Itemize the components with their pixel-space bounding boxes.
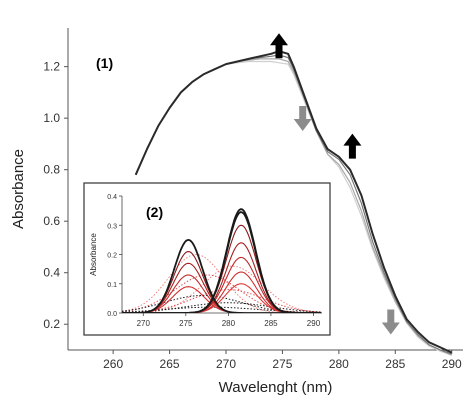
main-plot: 260 265 270 275 280 285 290 0.2 0.4 0.6 0.8 1.0 1.2 W…	[10, 28, 463, 396]
inset-x-tick-label: 275	[179, 319, 193, 328]
main-y-tick-label: 0.8	[43, 163, 60, 177]
inset-dotted-curve	[122, 274, 322, 313]
main-x-tick-label: 260	[103, 357, 123, 371]
main-x-tick-label: 270	[216, 357, 236, 371]
inset-x-tick-label: 270	[137, 319, 151, 328]
inset-y-tick-label: 0.1	[107, 282, 117, 289]
main-x-axis-title: Wavelenght (nm)	[219, 379, 333, 396]
arrow-up-icon	[343, 133, 362, 159]
inset-x-tick-label: 285	[264, 319, 278, 328]
main-y-tick-label: 0.2	[43, 317, 60, 331]
inset-y-tick-label: 0.0	[107, 311, 117, 318]
inset-solid-curve	[122, 238, 322, 313]
main-y-tick-label: 0.4	[43, 266, 60, 280]
inset-y-axis-title: Absorbance	[89, 233, 98, 276]
main-x-tick-label: 275	[272, 357, 292, 371]
inset-y-tick-label: 0.2	[107, 253, 117, 260]
inset-solid-curve	[122, 286, 322, 313]
main-x-tick-label: 285	[385, 357, 405, 371]
inset-curves	[122, 208, 322, 313]
arrow-down-icon	[293, 106, 312, 131]
main-x-tick-label: 290	[442, 357, 462, 371]
main-y-tick-label: 0.6	[43, 214, 60, 228]
inset-chart: 270 275 280 285 290 0.0 0.1 0.2 0.3 0.4 Absorbance…	[83, 182, 331, 336]
inset-y-tick-label: 0.4	[107, 194, 117, 201]
inset-x-tick-label: 280	[222, 319, 236, 328]
spectrum-line-1	[134, 50, 453, 354]
inset-x-tick-label: 290	[307, 319, 321, 328]
arrow-down-icon	[381, 309, 400, 335]
main-y-axis-title: Absorbance	[10, 149, 27, 229]
main-x-tick-label: 280	[329, 357, 349, 371]
arrow-up-icon	[270, 33, 288, 59]
panel-1-label: (1)	[96, 55, 113, 71]
inset-y-tick-label: 0.3	[107, 223, 117, 230]
main-y-tick-label: 1.2	[43, 60, 60, 74]
main-y-tick-label: 1.0	[43, 111, 60, 125]
panel-2-label: (2)	[146, 204, 163, 220]
main-x-tick-label: 265	[160, 357, 180, 371]
